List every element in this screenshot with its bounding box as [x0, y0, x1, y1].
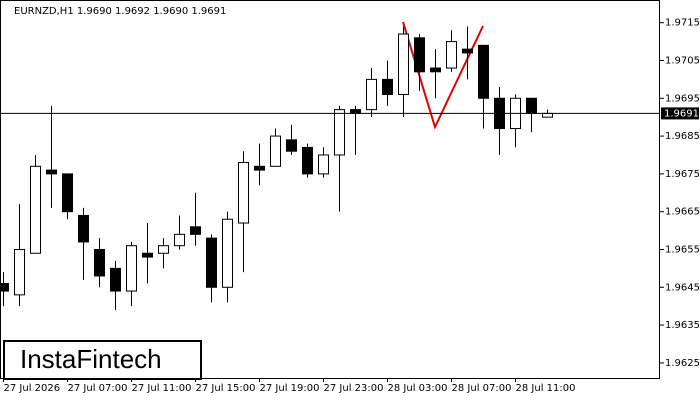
y-tick-label: 1.9655 — [665, 244, 700, 255]
candle-body — [526, 97, 537, 114]
candle-body — [190, 226, 201, 235]
y-tick-label: 1.9665 — [665, 207, 700, 218]
candle-body — [398, 33, 409, 95]
candle-body — [350, 109, 361, 114]
x-tick-label: 27 Jul 11:00 — [132, 383, 192, 394]
x-tick-label: 27 Jul 07:00 — [68, 383, 128, 394]
current-price-label: 1.9691 — [664, 108, 699, 119]
candle-body — [446, 41, 457, 69]
y-tick-label: 1.9645 — [665, 282, 700, 293]
candle-body — [62, 173, 73, 213]
x-tick-label: 28 Jul 11:00 — [516, 383, 576, 394]
watermark: InstaFintech — [20, 344, 162, 374]
candle-body — [30, 165, 41, 254]
candle-body — [0, 283, 9, 292]
candle-body — [366, 78, 377, 111]
y-tick-label: 1.9625 — [665, 358, 700, 369]
candle-body — [78, 214, 89, 243]
x-tick-label: 28 Jul 07:00 — [452, 383, 512, 394]
candle-body — [46, 169, 57, 175]
y-tick-label: 1.9675 — [665, 169, 700, 180]
x-tick-label: 27 Jul 15:00 — [196, 383, 256, 394]
candle-body — [414, 37, 425, 73]
candle-body — [110, 267, 121, 292]
watermark-box — [3, 340, 202, 380]
candle-body — [286, 139, 297, 152]
candle-body — [302, 146, 313, 175]
candle-body — [126, 245, 137, 292]
candle-body — [94, 248, 105, 277]
y-tick-label: 1.9685 — [665, 131, 700, 142]
candle-body — [142, 252, 153, 258]
y-tick-label: 1.9635 — [665, 320, 700, 331]
candle-body — [542, 112, 553, 118]
candle-body — [334, 109, 345, 156]
chart-title: EURNZD,H1 1.9690 1.9692 1.9690 1.9691 — [14, 6, 226, 17]
candle-body — [462, 48, 473, 54]
x-tick-label: 27 Jul 19:00 — [260, 383, 320, 394]
y-tick-label: 1.9715 — [665, 18, 700, 29]
candle-body — [222, 218, 233, 288]
candle-body — [430, 67, 441, 73]
x-tick-label: 27 Jul 2026 — [4, 383, 61, 394]
candle-body — [238, 162, 249, 224]
x-tick-label: 28 Jul 03:00 — [388, 383, 448, 394]
y-tick-label: 1.9695 — [665, 93, 700, 104]
candle-body — [206, 237, 217, 288]
y-tick-label: 1.9705 — [665, 55, 700, 66]
candle-body — [158, 245, 169, 254]
candle-body — [382, 78, 393, 95]
candle-body — [14, 248, 25, 296]
current-price-box — [661, 107, 699, 120]
candle-body — [270, 135, 281, 167]
plot-frame — [0, 0, 660, 379]
candle-body — [254, 165, 265, 171]
candle-body — [318, 154, 329, 175]
x-tick-label: 27 Jul 23:00 — [324, 383, 384, 394]
candle-body — [174, 233, 185, 247]
candle-body — [478, 44, 489, 99]
